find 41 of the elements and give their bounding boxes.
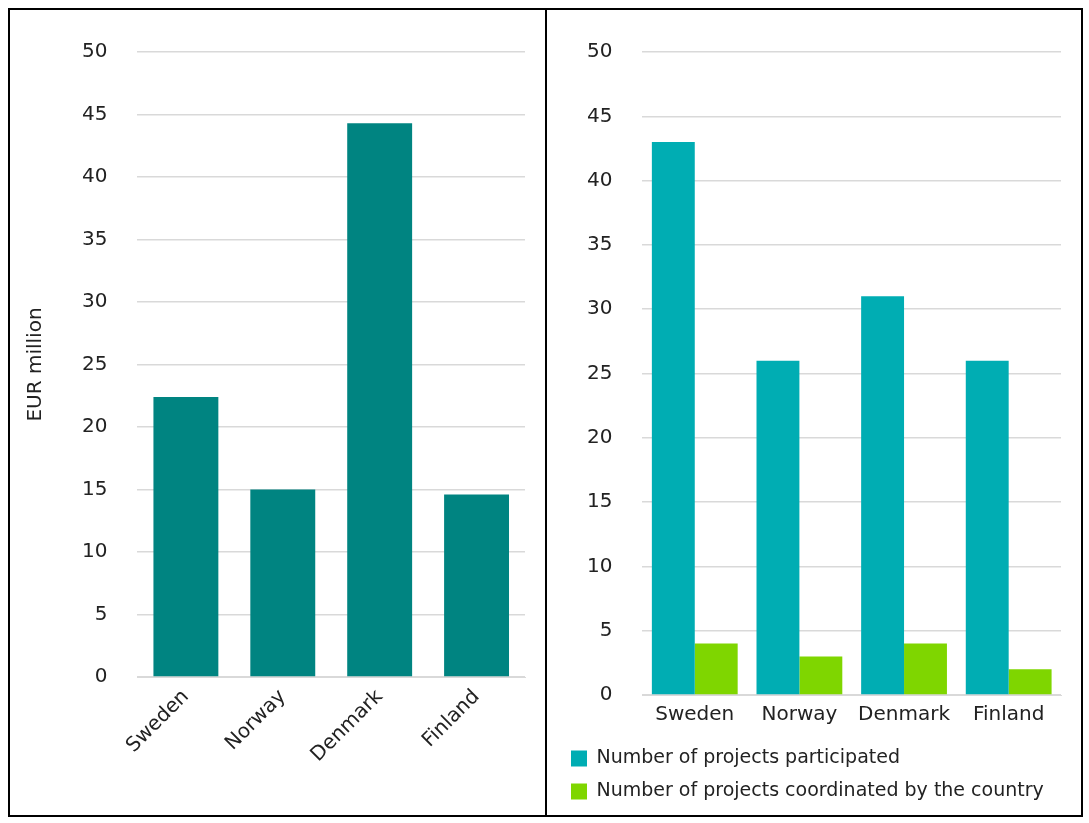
bar (904, 643, 947, 695)
bar (651, 142, 695, 695)
bar (861, 296, 905, 695)
bar (965, 360, 1009, 695)
x-tick-label: Finland (972, 701, 1045, 726)
y-tick-label: 35 (587, 231, 613, 256)
y-tick-label: 20 (82, 413, 108, 438)
bar (1008, 669, 1052, 695)
y-axis-title: EUR million (22, 307, 47, 422)
y-tick-label: 10 (587, 552, 613, 577)
y-tick-label: 20 (587, 424, 613, 448)
y-tick-label: 0 (94, 663, 108, 688)
y-tick-label: 45 (587, 102, 613, 127)
y-tick-label: 35 (82, 225, 108, 250)
bar (799, 656, 843, 695)
x-tick-label: Denmark (858, 701, 951, 726)
y-tick-label: 30 (587, 295, 613, 320)
x-tick-label: Norway (761, 701, 838, 726)
bar (756, 360, 800, 695)
y-tick-label: 10 (82, 538, 108, 563)
y-tick-label: 40 (587, 166, 613, 191)
bar (153, 397, 219, 677)
y-tick-label: 30 (82, 288, 108, 313)
y-tick-label: 50 (587, 38, 613, 63)
bar (347, 123, 413, 677)
x-tick-label: Sweden (655, 701, 735, 726)
y-tick-label: 25 (587, 359, 613, 384)
y-tick-label: 25 (82, 350, 108, 375)
y-tick-label: 50 (82, 38, 108, 63)
legend-label: Number of projects coordinated by the country (596, 778, 1044, 801)
y-tick-label: 5 (599, 616, 613, 641)
y-tick-label: 15 (82, 475, 108, 500)
y-tick-label: 45 (82, 100, 108, 125)
bar (250, 489, 316, 677)
bar (694, 643, 738, 695)
y-tick-label: 15 (587, 488, 613, 513)
legend-label: Number of projects participated (596, 745, 900, 768)
bar (444, 494, 510, 677)
y-tick-label: 0 (599, 681, 613, 706)
y-tick-label: 5 (94, 600, 108, 625)
y-tick-label: 40 (82, 163, 108, 188)
